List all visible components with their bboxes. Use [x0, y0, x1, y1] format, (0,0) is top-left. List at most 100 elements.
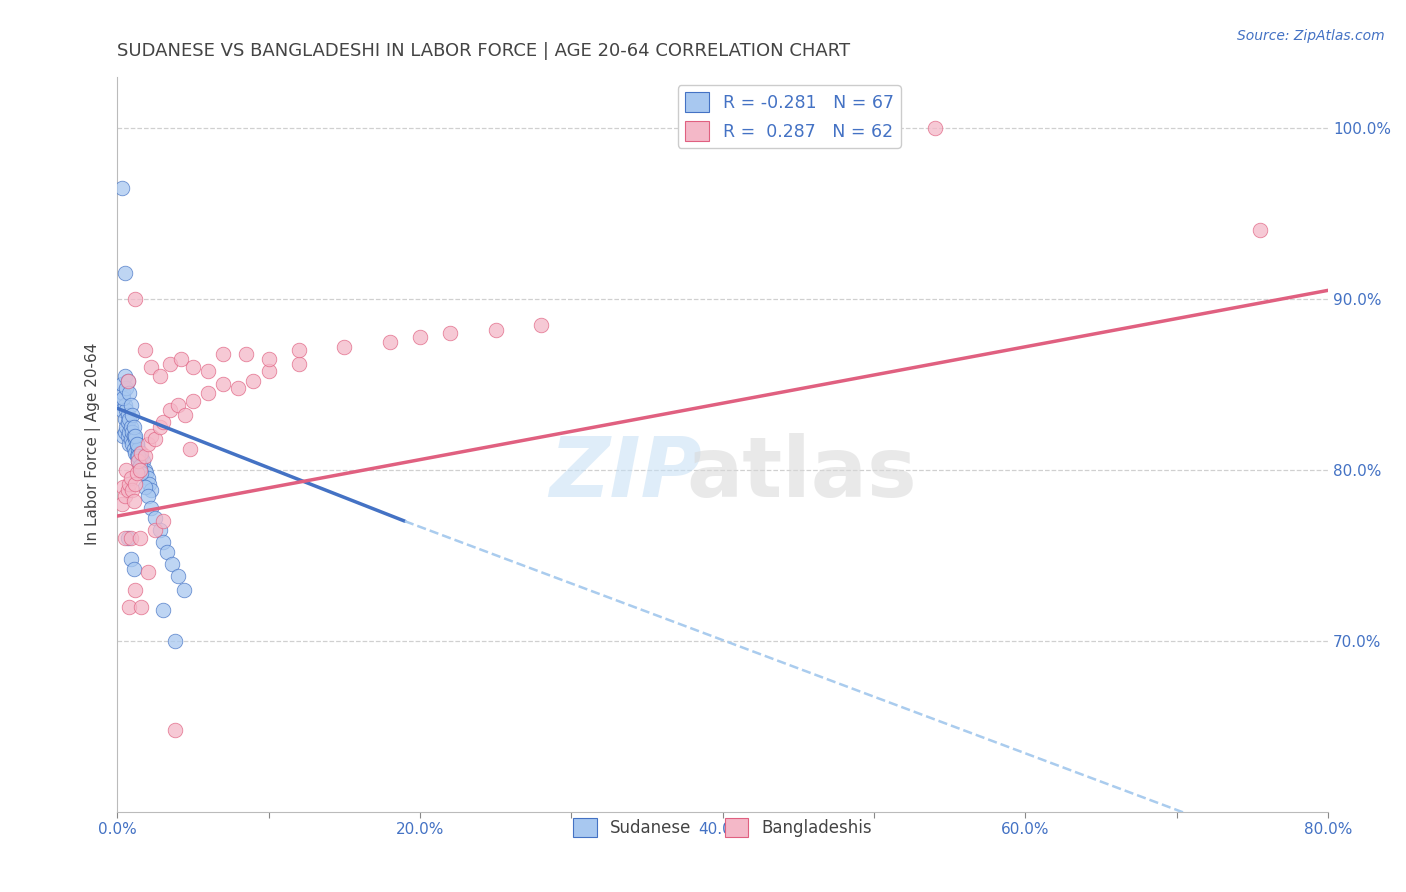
- Point: [166, 398, 188, 412]
- Point: [212, 377, 235, 392]
- Point: [127, 454, 149, 468]
- Point: [125, 437, 148, 451]
- Point: [124, 428, 146, 442]
- Point: [124, 292, 146, 306]
- Point: [181, 394, 204, 409]
- Point: [117, 483, 139, 498]
- Point: [122, 428, 145, 442]
- Point: [530, 318, 553, 332]
- Point: [228, 381, 250, 395]
- Point: [288, 343, 311, 358]
- Point: [197, 364, 219, 378]
- Point: [121, 437, 143, 451]
- Point: [134, 343, 156, 358]
- Point: [485, 323, 508, 337]
- Point: [212, 346, 235, 360]
- Point: [120, 471, 142, 485]
- Point: [114, 368, 136, 383]
- Point: [152, 534, 174, 549]
- Point: [124, 582, 146, 597]
- Point: [333, 340, 356, 354]
- Point: [118, 599, 141, 614]
- Point: [118, 411, 141, 425]
- Point: [117, 415, 139, 429]
- Point: [136, 566, 159, 580]
- Point: [114, 489, 136, 503]
- Point: [117, 428, 139, 442]
- Point: [117, 531, 139, 545]
- Point: [409, 329, 432, 343]
- Point: [110, 394, 132, 409]
- Point: [122, 493, 145, 508]
- Point: [149, 420, 172, 434]
- Text: ZIP: ZIP: [550, 434, 702, 514]
- Point: [131, 467, 153, 481]
- Point: [115, 420, 138, 434]
- Point: [114, 411, 136, 425]
- Point: [143, 510, 166, 524]
- Point: [257, 351, 280, 366]
- Point: [125, 467, 148, 481]
- Point: [112, 428, 135, 442]
- Text: SUDANESE VS BANGLADESHI IN LABOR FORCE | AGE 20-64 CORRELATION CHART: SUDANESE VS BANGLADESHI IN LABOR FORCE |…: [117, 42, 851, 60]
- Point: [115, 381, 138, 395]
- Point: [924, 120, 946, 135]
- Point: [378, 334, 401, 349]
- Point: [120, 551, 142, 566]
- Point: [131, 449, 153, 463]
- Point: [115, 463, 138, 477]
- Point: [152, 514, 174, 528]
- Point: [134, 463, 156, 477]
- Point: [143, 523, 166, 537]
- Point: [112, 386, 135, 401]
- Point: [149, 523, 172, 537]
- Point: [117, 374, 139, 388]
- Point: [181, 360, 204, 375]
- Point: [127, 442, 149, 457]
- Point: [139, 500, 162, 515]
- Point: [111, 377, 134, 392]
- Point: [131, 599, 153, 614]
- Point: [124, 432, 146, 446]
- Point: [166, 569, 188, 583]
- Point: [136, 471, 159, 485]
- Point: [170, 351, 193, 366]
- Point: [122, 562, 145, 576]
- Point: [138, 476, 160, 491]
- Point: [124, 446, 146, 460]
- Point: [120, 420, 142, 434]
- Point: [117, 374, 139, 388]
- Point: [149, 368, 172, 383]
- Point: [120, 432, 142, 446]
- Point: [118, 476, 141, 491]
- Point: [120, 398, 142, 412]
- Text: Source: ZipAtlas.com: Source: ZipAtlas.com: [1237, 29, 1385, 43]
- Point: [235, 346, 257, 360]
- Point: [136, 437, 159, 451]
- Point: [288, 357, 311, 371]
- Point: [112, 480, 135, 494]
- Point: [174, 408, 197, 422]
- Point: [121, 425, 143, 440]
- Point: [114, 266, 136, 280]
- Point: [139, 428, 162, 442]
- Text: atlas: atlas: [686, 434, 917, 514]
- Point: [125, 449, 148, 463]
- Point: [111, 403, 134, 417]
- Point: [197, 386, 219, 401]
- Legend: Sudanese, Bangladeshis: Sudanese, Bangladeshis: [567, 812, 879, 844]
- Point: [159, 357, 181, 371]
- Point: [114, 398, 136, 412]
- Point: [129, 531, 152, 545]
- Point: [134, 480, 156, 494]
- Point: [132, 454, 155, 468]
- Point: [135, 467, 157, 481]
- Point: [112, 391, 135, 405]
- Point: [120, 531, 142, 545]
- Point: [179, 442, 201, 457]
- Point: [118, 386, 141, 401]
- Point: [136, 489, 159, 503]
- Point: [125, 437, 148, 451]
- Point: [242, 374, 264, 388]
- Point: [1249, 223, 1271, 237]
